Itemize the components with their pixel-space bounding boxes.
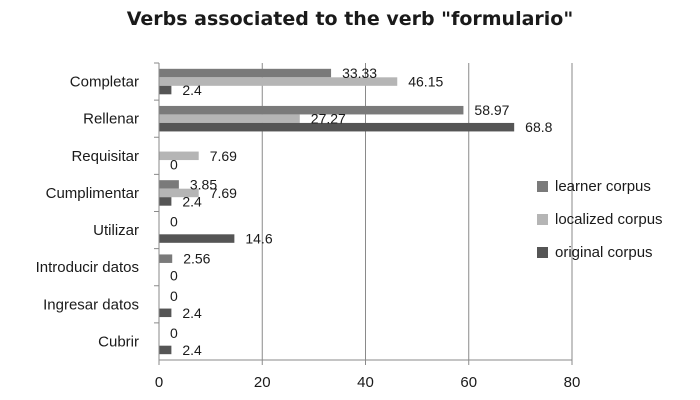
legend-item: localized corpus <box>537 203 663 236</box>
bar <box>159 308 172 318</box>
data-label: 3.85 <box>190 176 217 192</box>
data-label: 46.15 <box>408 74 443 90</box>
bar <box>159 254 173 263</box>
data-label: 0 <box>170 268 178 284</box>
category-label: Cubrir <box>98 333 139 350</box>
data-label: 0 <box>170 156 178 172</box>
bar <box>159 234 235 243</box>
legend-swatch <box>537 247 548 258</box>
data-labels: 33.33 58.97 3.85 0 2.56 0 0 46.15 27.27 7.69 7.69 2… <box>170 65 553 358</box>
legend-item: original corpus <box>537 236 663 269</box>
data-label: 0 <box>170 325 178 341</box>
bar <box>159 345 172 355</box>
legend-label: learner corpus <box>555 178 651 195</box>
data-label: 0 <box>170 214 178 230</box>
bar <box>159 180 179 189</box>
bar <box>159 85 172 95</box>
data-label: 33.33 <box>342 65 377 81</box>
x-tick-label: 60 <box>460 374 477 391</box>
bar <box>159 77 398 86</box>
chart-title: Verbs associated to the verb "formulario… <box>126 8 574 30</box>
category-label: Utilizar <box>93 222 139 239</box>
category-label: Requisitar <box>71 148 139 165</box>
x-tick-label: 20 <box>254 374 271 391</box>
data-label: 27.27 <box>311 111 346 127</box>
bar <box>159 188 199 198</box>
data-label: 2.4 <box>182 82 202 98</box>
data-label: 2.56 <box>183 251 210 267</box>
x-tick-label: 0 <box>155 374 163 391</box>
legend-item: learner corpus <box>537 170 663 203</box>
legend-swatch <box>537 214 548 225</box>
bars <box>159 68 515 355</box>
legend-label: localized corpus <box>555 211 663 228</box>
category-label: Ingresar datos <box>43 296 139 313</box>
bar <box>159 122 515 132</box>
bar <box>159 197 172 206</box>
category-label: Introducir datos <box>36 259 139 276</box>
x-tick-label: 80 <box>564 374 581 391</box>
data-label: 2.4 <box>182 193 202 209</box>
axes: 0 20 40 60 80 Completar Rellenar Requisitar Cump… <box>36 62 581 391</box>
data-label: 58.97 <box>474 102 509 118</box>
category-label: Completar <box>70 74 139 91</box>
data-label: 2.4 <box>182 305 202 321</box>
data-label: 7.69 <box>210 185 237 201</box>
data-label: 0 <box>170 288 178 304</box>
legend-swatch <box>537 181 548 192</box>
data-label: 68.8 <box>525 119 552 135</box>
x-tick-label: 40 <box>357 374 374 391</box>
bar <box>159 68 332 78</box>
data-label: 7.69 <box>210 148 237 164</box>
data-label: 14.6 <box>245 231 272 247</box>
category-label: Rellenar <box>83 111 139 128</box>
bar <box>159 151 199 161</box>
category-label: Cumplimentar <box>46 185 139 202</box>
bar <box>159 114 300 123</box>
legend: learner corpus localized corpus original c… <box>537 170 663 269</box>
bar <box>159 105 464 115</box>
data-label: 2.4 <box>182 342 202 358</box>
legend-label: original corpus <box>555 244 653 261</box>
